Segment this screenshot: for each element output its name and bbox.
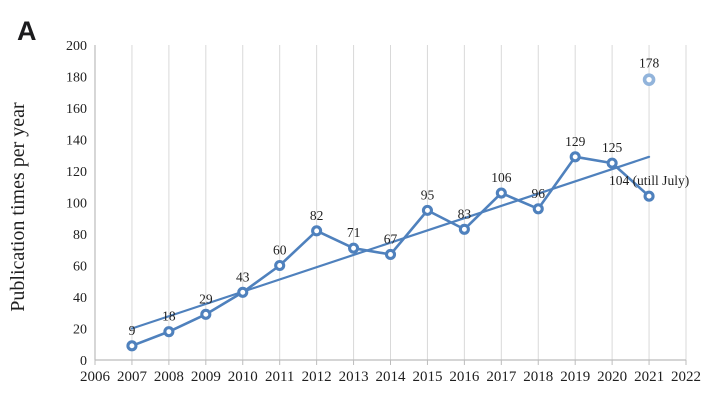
trend-line xyxy=(130,155,651,330)
data-point-label: 9 xyxy=(129,323,136,338)
y-tick-label: 60 xyxy=(73,260,87,275)
data-point-label: 60 xyxy=(273,243,287,258)
data-point-label: 125 xyxy=(602,140,623,155)
data-point-marker xyxy=(495,187,507,199)
x-tick-label: 2013 xyxy=(339,369,369,385)
data-point-marker xyxy=(163,326,175,338)
x-tick-label: 2021 xyxy=(634,369,664,385)
x-tick-label: 2020 xyxy=(597,369,627,385)
x-tick-label: 2015 xyxy=(412,369,442,385)
data-point-marker xyxy=(311,225,323,237)
x-tick-label: 2017 xyxy=(486,369,517,385)
data-point-marker xyxy=(421,204,433,216)
x-tick-label: 2009 xyxy=(191,369,221,385)
data-point-label: 106 xyxy=(491,170,512,185)
data-point-label: 29 xyxy=(199,291,213,306)
x-tick-label: 2016 xyxy=(449,369,480,385)
panel-label: A xyxy=(17,16,37,46)
data-point-marker xyxy=(237,286,249,298)
data-point-marker xyxy=(200,308,212,320)
y-tick-label: 80 xyxy=(73,228,87,243)
y-tick-label: 120 xyxy=(66,165,87,180)
data-point-marker xyxy=(126,340,138,352)
data-point-marker xyxy=(643,190,655,202)
data-point-label: 95 xyxy=(421,187,435,202)
data-point-label: 129 xyxy=(565,134,586,149)
data-point-marker xyxy=(532,203,544,215)
y-tick-label: 180 xyxy=(66,71,87,86)
y-tick-label: 160 xyxy=(66,102,87,117)
data-point-label: 18 xyxy=(162,309,176,324)
y-tick-label: 100 xyxy=(66,197,87,212)
data-point-marker xyxy=(274,259,286,272)
data-point-marker xyxy=(458,223,470,235)
projected-point-marker xyxy=(642,73,656,86)
y-tick-label: 200 xyxy=(66,39,87,54)
x-tick-label: 2014 xyxy=(376,369,407,385)
chart-layer: 0 20 40 60 80 100 120 140 160 180 200 2006 2007 2008 2… xyxy=(66,39,701,385)
projected-point-label: 178 xyxy=(639,56,660,71)
data-point-label: 71 xyxy=(347,225,361,240)
x-tick-label: 2007 xyxy=(117,369,148,385)
x-tick-label: 2011 xyxy=(265,369,294,385)
x-tick-label: 2022 xyxy=(671,369,701,385)
data-point-marker xyxy=(606,157,618,169)
data-point-label: 83 xyxy=(458,206,472,221)
data-point-marker xyxy=(348,242,360,254)
x-tick-label: 2019 xyxy=(560,369,590,385)
x-tick-label: 2008 xyxy=(154,369,184,385)
x-tick-label: 2012 xyxy=(302,369,332,385)
y-tick-label: 0 xyxy=(80,354,87,369)
x-tick-label: 2010 xyxy=(228,369,258,385)
x-tick-label: 2018 xyxy=(523,369,553,385)
data-point-label: 96 xyxy=(532,186,546,201)
data-point-label: 82 xyxy=(310,208,324,223)
y-tick-label: 20 xyxy=(73,323,87,338)
data-point-label: 43 xyxy=(236,269,250,284)
y-axis-title: Publication times per year xyxy=(7,102,29,312)
y-tick-label: 40 xyxy=(73,291,87,306)
x-tick-label: 2006 xyxy=(80,369,111,385)
data-point-marker xyxy=(384,248,397,261)
y-tick-label: 140 xyxy=(66,134,87,149)
data-point-label: 104 (utill July) xyxy=(609,173,689,188)
data-point-label: 67 xyxy=(384,231,398,246)
data-point-marker xyxy=(569,151,581,163)
